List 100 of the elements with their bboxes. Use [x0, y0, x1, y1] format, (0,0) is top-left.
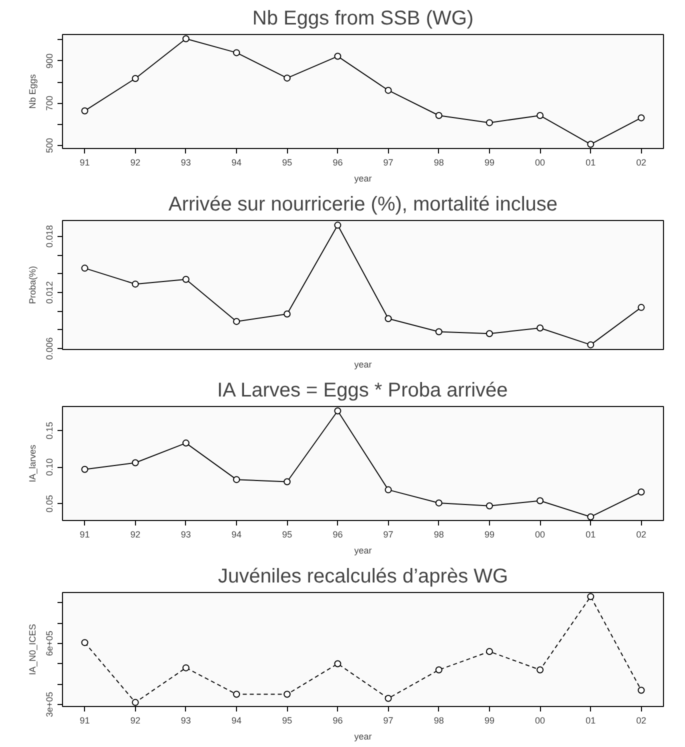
chart-title: IA Larves = Eggs * Proba arrivée: [217, 380, 508, 402]
x-tick-label: 93: [180, 530, 191, 540]
point: [536, 324, 544, 332]
point: [81, 264, 88, 272]
x-tick-label: 96: [332, 530, 343, 540]
point: [233, 476, 240, 484]
point: [81, 639, 88, 646]
point: [132, 698, 139, 706]
x-tick-label: 95: [282, 530, 292, 540]
x-axis-title: year: [354, 360, 372, 370]
x-tick-label: 99: [484, 158, 494, 168]
x-tick-label: 01: [586, 158, 596, 168]
x-tick-label: 98: [434, 716, 444, 726]
x-tick-label: 00: [535, 530, 546, 540]
y-tick-label: 0.05: [44, 494, 54, 512]
x-tick-label: 01: [586, 716, 596, 726]
point: [334, 660, 342, 668]
point: [81, 107, 88, 114]
x-axis-title: year: [354, 546, 372, 556]
x-tick-label: 00: [535, 158, 546, 168]
x-tick-label: 94: [232, 716, 242, 726]
point: [435, 499, 442, 506]
x-tick-label: 97: [383, 530, 394, 540]
point: [536, 666, 544, 674]
x-tick-label: 91: [80, 530, 90, 540]
point: [284, 74, 291, 82]
point: [486, 648, 493, 656]
x-tick-label: 92: [130, 158, 140, 168]
y-tick-label: 0.15: [44, 422, 54, 440]
point: [587, 593, 594, 600]
chart-title: Juvéniles recalculés d’après WG: [218, 566, 508, 588]
y-axis-title: IA_N0_ICES: [28, 624, 38, 676]
x-tick-label: 96: [332, 716, 343, 726]
y-tick-label: 500: [44, 138, 54, 154]
x-tick-label: 93: [180, 158, 191, 168]
x-tick-label: 91: [80, 158, 90, 168]
point: [182, 35, 190, 42]
point: [284, 478, 291, 486]
y-axis-title: Proba(%): [28, 266, 38, 304]
point: [486, 502, 493, 510]
point: [536, 497, 544, 504]
point: [384, 486, 392, 494]
x-tick-label: 92: [130, 530, 140, 540]
x-tick-label: 98: [434, 158, 444, 168]
x-axis-title: year: [354, 174, 372, 184]
point: [638, 488, 645, 496]
point: [233, 318, 240, 325]
point: [638, 114, 645, 122]
x-axis-title: year: [354, 732, 372, 742]
y-tick-label: 0.10: [44, 458, 54, 476]
point: [81, 466, 88, 473]
x-tick-label: 97: [383, 716, 394, 726]
x-tick-label: 93: [180, 716, 191, 726]
point: [334, 407, 342, 414]
point: [284, 310, 291, 318]
x-tick-label: 02: [636, 716, 646, 726]
y-tick-label: 700: [44, 96, 54, 111]
y-tick-label: 0.006: [44, 337, 54, 360]
x-tick-label: 95: [282, 716, 292, 726]
point: [587, 140, 594, 148]
point: [284, 690, 291, 698]
y-tick-label: 900: [44, 53, 54, 68]
point: [587, 513, 594, 520]
x-tick-label: 02: [636, 158, 646, 168]
y-tick-label: 3e+05: [44, 692, 54, 718]
x-tick-label: 98: [434, 530, 444, 540]
y-tick-label: 6e+05: [44, 630, 54, 656]
x-tick-label: 99: [484, 530, 494, 540]
x-tick-label: 02: [636, 530, 646, 540]
point: [182, 276, 190, 283]
point: [132, 280, 139, 288]
x-tick-label: 94: [232, 530, 242, 540]
point: [638, 304, 645, 311]
point: [233, 690, 240, 698]
point: [334, 52, 342, 60]
y-axis-title: Nb Eggs: [28, 74, 38, 109]
x-tick-label: 99: [484, 716, 494, 726]
point: [435, 328, 442, 336]
point: [486, 119, 493, 126]
point: [233, 49, 240, 56]
point: [435, 112, 442, 119]
point: [334, 222, 342, 229]
y-tick-label: 0.018: [44, 225, 54, 248]
point: [182, 664, 190, 672]
point: [435, 666, 442, 674]
x-tick-label: 01: [586, 530, 596, 540]
point: [132, 459, 139, 466]
y-axis-title: IA_larves: [28, 444, 38, 482]
point: [132, 75, 139, 82]
x-tick-label: 92: [130, 716, 140, 726]
x-tick-label: 96: [332, 158, 343, 168]
point: [587, 341, 594, 348]
point: [182, 440, 190, 447]
point: [384, 694, 392, 702]
chart-title: Nb Eggs from SSB (WG): [252, 8, 474, 30]
x-tick-label: 95: [282, 158, 292, 168]
point: [638, 686, 645, 694]
point: [384, 315, 392, 322]
x-tick-label: 94: [232, 158, 242, 168]
point: [384, 86, 392, 94]
